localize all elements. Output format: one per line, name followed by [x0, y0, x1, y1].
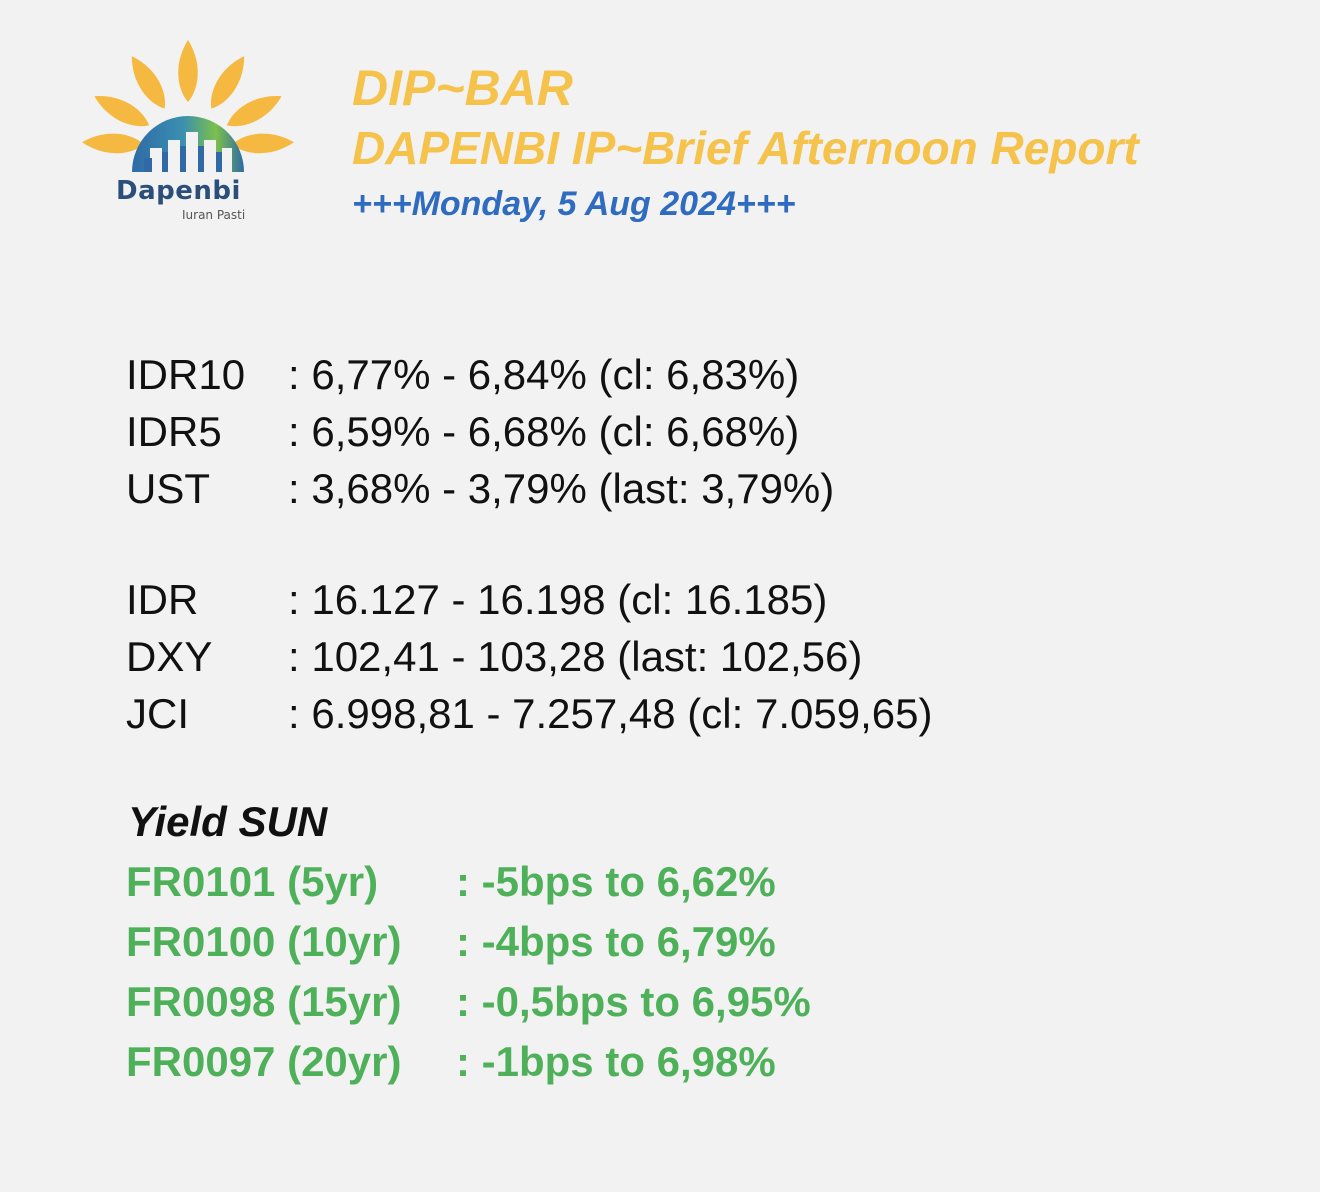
- rate-row-idr10: IDR10 : 6,77% - 6,84% (cl: 6,83%): [126, 346, 932, 403]
- rate-label: UST: [126, 465, 210, 512]
- rate-value: : 6,59% - 6,68% (cl: 6,68%): [288, 408, 800, 455]
- rate-value: : 6,77% - 6,84% (cl: 6,83%): [288, 351, 800, 398]
- rate-value: : 3,68% - 3,79% (last: 3,79%): [288, 465, 835, 512]
- section-spacer: [126, 517, 932, 571]
- yield-row-fr0100: FR0100 (10yr) : -4bps to 6,79%: [126, 912, 811, 972]
- report-title: DIP~BAR: [352, 60, 573, 116]
- logo-name: Dapenbi: [116, 176, 241, 206]
- bond-change: : -4bps to 6,79%: [456, 918, 776, 965]
- report-header: DIP~BAR DAPENBI IP~Brief Afternoon Repor…: [352, 58, 1139, 230]
- fx-row-jci: JCI : 6.998,81 - 7.257,48 (cl: 7.059,65): [126, 685, 932, 742]
- bond-label: FR0098 (15yr): [126, 978, 402, 1025]
- yield-sun-title: Yield SUN: [128, 798, 328, 845]
- yield-row-fr0101: FR0101 (5yr) : -5bps to 6,62%: [126, 852, 811, 912]
- bond-label: FR0100 (10yr): [126, 918, 402, 965]
- fx-label: IDR: [126, 576, 199, 623]
- yield-sun-section: Yield SUN FR0101 (5yr) : -5bps to 6,62% …: [126, 792, 811, 1092]
- market-summary: IDR10 : 6,77% - 6,84% (cl: 6,83%) IDR5 :…: [126, 346, 932, 742]
- rate-label: IDR5: [126, 408, 222, 455]
- bond-label: FR0101 (5yr): [126, 858, 379, 905]
- report-subtitle: DAPENBI IP~Brief Afternoon Report: [352, 122, 1139, 174]
- bond-change: : -1bps to 6,98%: [456, 1038, 776, 1085]
- sun-logo-icon: [82, 40, 294, 172]
- yield-row-fr0098: FR0098 (15yr) : -0,5bps to 6,95%: [126, 972, 811, 1032]
- fx-value: : 16.127 - 16.198 (cl: 16.185): [288, 576, 828, 623]
- fx-label: JCI: [126, 690, 189, 737]
- fx-row-dxy: DXY : 102,41 - 103,28 (last: 102,56): [126, 628, 932, 685]
- rate-label: IDR10: [126, 351, 246, 398]
- rate-row-ust: UST : 3,68% - 3,79% (last: 3,79%): [126, 460, 932, 517]
- fx-value: : 6.998,81 - 7.257,48 (cl: 7.059,65): [288, 690, 933, 737]
- rate-row-idr5: IDR5 : 6,59% - 6,68% (cl: 6,68%): [126, 403, 932, 460]
- logo-tagline: Iuran Pasti: [182, 208, 246, 222]
- yield-row-fr0097: FR0097 (20yr) : -1bps to 6,98%: [126, 1032, 811, 1092]
- bond-label: FR0097 (20yr): [126, 1038, 402, 1085]
- bond-change: : -0,5bps to 6,95%: [456, 978, 811, 1025]
- fx-row-idr: IDR : 16.127 - 16.198 (cl: 16.185): [126, 571, 932, 628]
- bond-change: : -5bps to 6,62%: [456, 858, 776, 905]
- dapenbi-logo: Dapenbi Iuran Pasti: [66, 36, 310, 226]
- report-date: +++Monday, 5 Aug 2024+++: [352, 185, 796, 223]
- fx-label: DXY: [126, 633, 213, 680]
- fx-value: : 102,41 - 103,28 (last: 102,56): [288, 633, 863, 680]
